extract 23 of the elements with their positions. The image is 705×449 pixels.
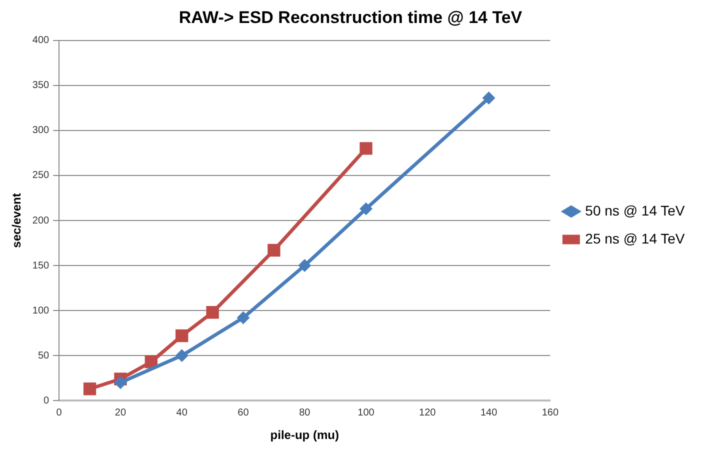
x-tick-label: 0	[56, 407, 62, 418]
y-axis-title: sec/event	[10, 193, 24, 248]
y-tick-label: 250	[32, 170, 50, 182]
x-tick-label: 60	[238, 407, 250, 418]
legend-label: 50 ns @ 14 TeV	[585, 202, 686, 218]
legend-label: 25 ns @ 14 TeV	[585, 230, 686, 246]
y-tick-label: 350	[32, 80, 50, 92]
chart-title: RAW-> ESD Reconstruction time @ 14 TeV	[178, 8, 523, 27]
x-tick-label: 100	[358, 407, 375, 418]
y-tick-label: 0	[44, 395, 50, 406]
y-tick-label: 400	[32, 35, 50, 46]
x-tick-label: 120	[419, 407, 436, 418]
x-axis-title: pile-up (mu)	[270, 428, 339, 442]
x-tick-label: 140	[480, 407, 498, 418]
y-tick-label: 200	[32, 215, 50, 226]
y-tick-label: 100	[32, 305, 50, 316]
x-tick-label: 20	[114, 407, 126, 418]
y-tick-label: 300	[32, 125, 50, 136]
y-tick-label: 50	[38, 350, 50, 362]
x-tick-label: 80	[299, 407, 311, 418]
x-tick-label: 40	[176, 407, 188, 418]
y-tick-label: 150	[32, 260, 50, 272]
x-tick-label: 160	[542, 407, 559, 418]
